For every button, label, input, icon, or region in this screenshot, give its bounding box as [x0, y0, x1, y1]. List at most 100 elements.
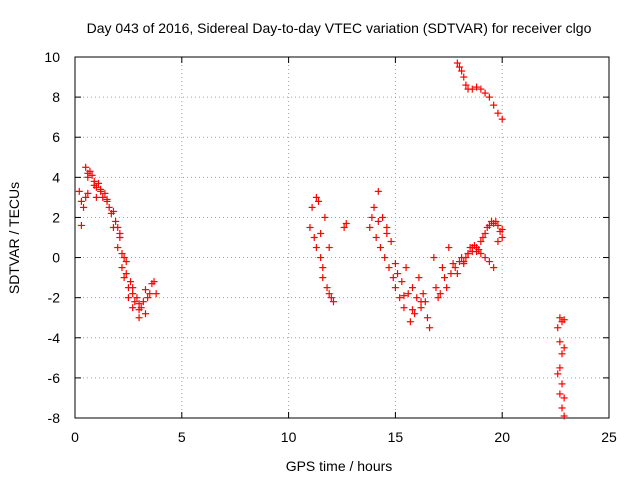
data-point	[317, 229, 325, 237]
data-point	[408, 284, 416, 292]
data-point	[556, 338, 564, 346]
data-point	[417, 298, 425, 306]
data-point	[394, 270, 402, 278]
data-point	[114, 223, 122, 231]
data-point	[406, 318, 414, 326]
data-point	[92, 183, 100, 191]
data-point	[135, 314, 143, 322]
y-axis-label: SDTVAR / TECUs	[6, 182, 22, 294]
data-point	[80, 203, 88, 211]
data-point	[434, 294, 442, 302]
data-point	[458, 67, 466, 75]
data-point	[558, 350, 566, 358]
data-point	[150, 278, 158, 286]
data-point	[120, 274, 128, 282]
axis-ticks: 0 5 10 15 20 25 -8 -6 -4 -2 0 2 4 6 8 10	[44, 49, 617, 445]
data-point	[494, 109, 502, 117]
data-point	[554, 370, 562, 378]
chart-title: Day 043 of 2016, Sidereal Day-to-day VTE…	[87, 20, 592, 36]
data-point	[105, 203, 113, 211]
data-point	[441, 274, 449, 282]
data-point	[383, 229, 391, 237]
data-point	[554, 324, 562, 332]
data-point	[325, 244, 333, 252]
data-point	[323, 284, 331, 292]
data-point	[398, 278, 406, 286]
data-point	[413, 294, 421, 302]
data-point	[400, 304, 408, 312]
data-point	[99, 193, 107, 201]
data-point	[402, 264, 410, 272]
data-point	[84, 169, 92, 177]
data-point	[430, 254, 438, 262]
data-point	[308, 203, 316, 211]
data-point	[88, 171, 96, 179]
data-point	[135, 300, 143, 308]
data-point	[82, 193, 90, 201]
data-point	[556, 390, 564, 398]
data-point	[462, 81, 470, 89]
data-point	[118, 264, 126, 272]
data-point	[485, 258, 493, 266]
data-point	[94, 179, 102, 187]
data-point	[374, 217, 382, 225]
data-point	[558, 380, 566, 388]
data-point	[144, 294, 152, 302]
data-point	[385, 264, 393, 272]
data-point	[118, 250, 126, 258]
data-point	[82, 163, 90, 171]
data-point	[462, 254, 470, 262]
data-point	[468, 85, 476, 93]
data-point	[477, 250, 485, 258]
data-point	[112, 217, 120, 225]
x-tick-label: 15	[388, 429, 404, 445]
data-point	[325, 290, 333, 298]
data-point	[389, 274, 397, 282]
data-point	[383, 223, 391, 231]
x-axis-label: GPS time / hours	[286, 458, 393, 474]
data-point	[152, 290, 160, 298]
y-tick-label: 8	[52, 89, 60, 105]
data-point	[560, 316, 568, 324]
data-point	[473, 248, 481, 256]
data-point	[340, 223, 348, 231]
data-point	[101, 189, 109, 197]
data-point	[137, 304, 145, 312]
data-point	[391, 284, 399, 292]
data-point	[141, 286, 149, 294]
data-point	[116, 229, 124, 237]
y-tick-label: 6	[52, 129, 60, 145]
data-point	[317, 254, 325, 262]
y-tick-label: 2	[52, 209, 60, 225]
data-point	[494, 238, 502, 246]
data-point	[103, 195, 111, 203]
data-point	[368, 213, 376, 221]
data-point	[97, 185, 105, 193]
data-point	[306, 223, 314, 231]
data-point	[120, 254, 128, 262]
data-point	[481, 229, 489, 237]
data-point	[447, 270, 455, 278]
data-point	[460, 73, 468, 81]
x-tick-label: 5	[178, 429, 186, 445]
data-point	[408, 306, 416, 314]
y-tick-label: -8	[48, 410, 61, 426]
x-tick-label: 0	[71, 429, 79, 445]
data-point	[114, 244, 122, 252]
data-point	[77, 221, 85, 229]
data-point	[468, 244, 476, 252]
data-point	[479, 234, 487, 241]
data-point	[453, 270, 461, 278]
x-tick-label: 25	[601, 429, 617, 445]
data-point	[453, 59, 461, 67]
y-tick-label: -2	[48, 290, 61, 306]
data-point	[415, 274, 423, 282]
data-point	[560, 344, 568, 352]
data-point	[490, 101, 498, 109]
data-point	[124, 294, 132, 302]
data-point	[131, 298, 139, 306]
data-point	[451, 264, 459, 272]
data-point	[372, 234, 380, 241]
data-point	[417, 304, 425, 312]
data-point	[312, 244, 320, 252]
